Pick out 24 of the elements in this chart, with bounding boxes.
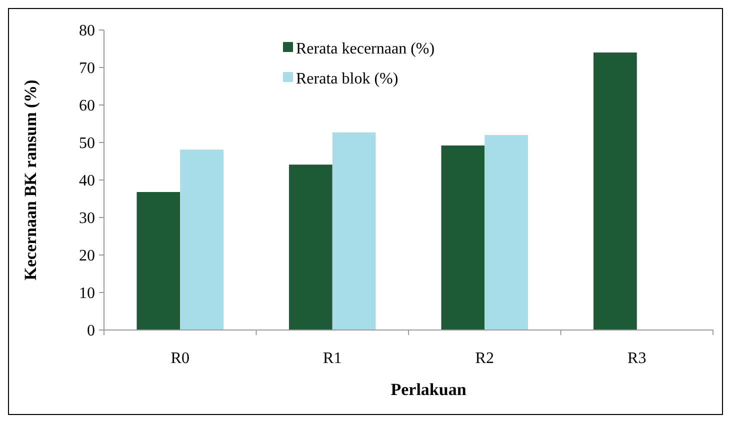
x-tick-label: R2: [475, 350, 494, 367]
x-tick-label: R1: [323, 350, 342, 367]
bar: [136, 192, 180, 330]
bar: [180, 150, 224, 330]
y-tick-label: 80: [79, 22, 95, 40]
y-tick-label: 20: [79, 248, 95, 265]
y-tick-label: 0: [87, 322, 95, 340]
bar: [441, 146, 485, 330]
y-tick-label: 60: [79, 98, 95, 115]
bar: [288, 164, 332, 330]
y-axis-title: Kecernaan BK ransum (%): [21, 80, 40, 280]
legend-label: Rerata kecernaan (%): [296, 40, 435, 58]
y-tick-label: 10: [79, 285, 95, 302]
bar: [484, 135, 528, 330]
y-tick-label: 50: [79, 135, 95, 152]
y-tick-label: 40: [79, 172, 95, 190]
bar: [332, 132, 376, 330]
x-tick-label: R3: [628, 350, 646, 367]
bar: [593, 52, 637, 330]
x-tick-label: R0: [170, 350, 190, 367]
x-axis-title: Perlakuan: [390, 380, 467, 399]
y-tick-label: 30: [79, 210, 95, 228]
legend-label: Rerata blok (%): [296, 70, 398, 88]
y-tick-label: 70: [79, 60, 95, 78]
